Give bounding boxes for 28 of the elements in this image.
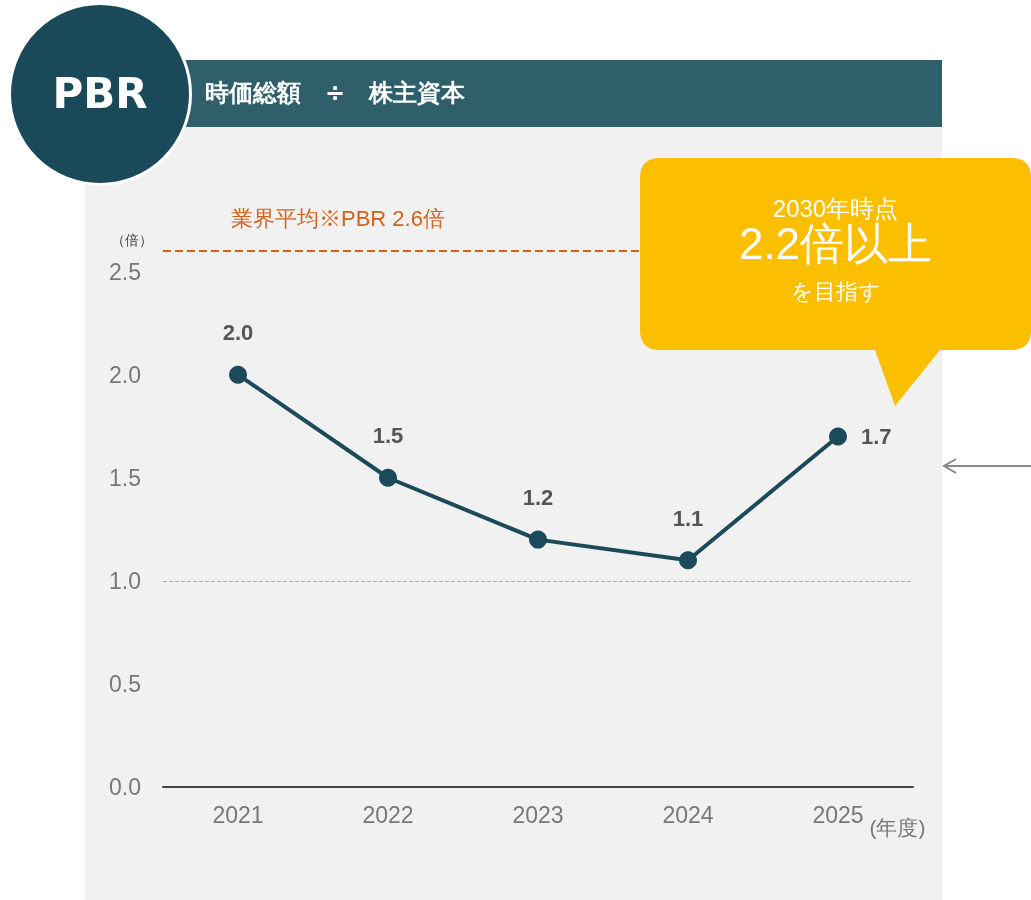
x-tick-label: 2022 — [362, 801, 414, 828]
y-tick-label: 0.0 — [109, 774, 141, 800]
point — [229, 365, 247, 384]
data-label: 1.2 — [522, 485, 554, 511]
data-label: 2.0 — [222, 320, 254, 346]
y-tick-label: 1.0 — [109, 567, 141, 594]
y-tick-label: 1.5 — [109, 464, 141, 491]
ref-line-label: 業界平均※PBR 2.6倍 — [231, 205, 445, 231]
x-tick-label: 2023 — [512, 801, 564, 828]
data-label: 1.7 — [861, 424, 892, 450]
text: 2030年時点 — [771, 195, 900, 222]
y-axis-title: （倍） — [111, 232, 153, 248]
x-tick-label: 2025 — [812, 801, 864, 828]
x-tick-label: 2021 — [212, 801, 264, 828]
data-label: 1.5 — [372, 423, 404, 449]
data-label: 1.1 — [672, 505, 704, 531]
y-tick-label: 0.5 — [109, 670, 141, 697]
point — [679, 551, 697, 570]
point — [379, 468, 397, 487]
chart-subtitle: 時価総額 ÷ 株主資本 — [150, 60, 942, 127]
point — [529, 530, 547, 549]
y-tick-label: 2.5 — [109, 258, 141, 285]
x-axis-title: (年度) — [869, 816, 926, 839]
chart-title: PBR — [8, 2, 192, 186]
point — [829, 427, 847, 446]
y-tick-label: 2.0 — [109, 361, 141, 388]
annotation: を目指す — [789, 279, 882, 305]
x-tick-label: 2024 — [662, 801, 714, 828]
